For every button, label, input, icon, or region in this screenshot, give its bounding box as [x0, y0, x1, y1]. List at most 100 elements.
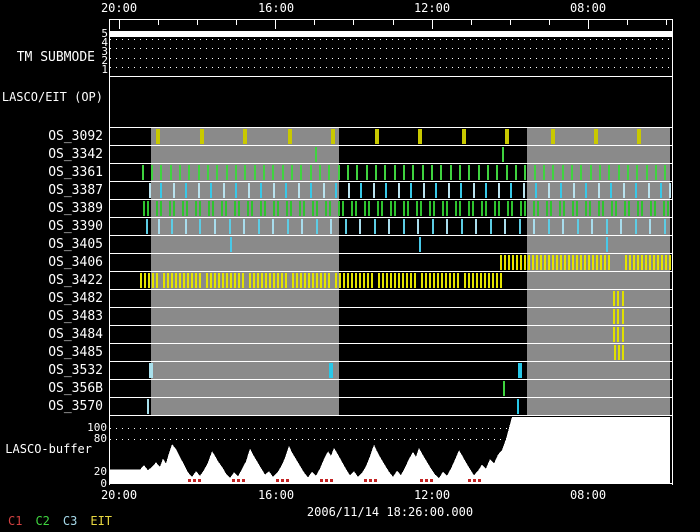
event-tick — [510, 183, 512, 198]
event-tick — [390, 273, 392, 288]
event-tick — [618, 345, 620, 360]
event-tick — [263, 165, 265, 180]
event-tick — [249, 273, 251, 288]
event-tick — [277, 201, 279, 216]
event-tick — [611, 201, 613, 216]
axis-minor-tick — [197, 20, 199, 25]
event-tick — [198, 183, 200, 198]
event-tick — [285, 273, 287, 288]
os-row-label: OS_3482 — [48, 291, 103, 306]
event-tick — [472, 201, 474, 216]
event-tick — [403, 165, 405, 180]
event-tick — [421, 273, 423, 288]
event-tick — [328, 165, 330, 180]
event-tick — [446, 201, 448, 216]
event-tick — [301, 219, 303, 234]
event-tick — [325, 201, 327, 216]
axis-minor-tick — [627, 20, 629, 25]
event-tick — [550, 201, 552, 216]
os-row — [110, 164, 672, 182]
event-tick — [375, 129, 379, 144]
event-tick — [645, 255, 647, 270]
event-tick — [351, 201, 353, 216]
event-tick — [298, 183, 300, 198]
gray-band — [151, 290, 339, 307]
c1-red-mark — [188, 479, 191, 482]
event-tick — [351, 273, 353, 288]
gray-band — [151, 200, 339, 217]
event-tick — [442, 201, 444, 216]
buffer-ytick-label: 0 — [100, 477, 107, 490]
os-row-label: OS_356B — [48, 381, 103, 396]
event-tick — [388, 219, 390, 234]
event-tick — [158, 219, 160, 234]
axis-minor-tick — [353, 20, 355, 25]
axis-minor-tick — [392, 20, 394, 25]
event-tick — [223, 183, 225, 198]
event-tick — [629, 255, 631, 270]
event-tick — [622, 327, 624, 342]
event-tick — [151, 165, 153, 180]
event-tick — [461, 219, 463, 234]
gray-band — [151, 254, 339, 271]
event-tick — [589, 201, 591, 216]
event-tick — [496, 273, 498, 288]
os-row-label: OS_3570 — [48, 399, 103, 414]
event-tick — [191, 273, 193, 288]
event-tick — [517, 399, 519, 414]
event-tick — [398, 273, 400, 288]
event-tick — [291, 165, 293, 180]
event-tick — [386, 273, 388, 288]
event-tick — [382, 273, 384, 288]
event-tick — [160, 165, 162, 180]
event-tick — [577, 219, 579, 234]
event-tick — [238, 273, 240, 288]
event-tick — [330, 219, 332, 234]
os-row-label: OS_3361 — [48, 165, 103, 180]
event-tick — [450, 165, 452, 180]
event-tick — [390, 201, 392, 216]
tm-submode-value-bar — [110, 31, 672, 37]
axis-minor-tick — [314, 20, 316, 25]
event-tick — [371, 273, 373, 288]
os-row — [110, 236, 672, 254]
buffer-grid-dotted-line — [110, 428, 672, 429]
event-tick — [230, 237, 232, 252]
event-tick — [637, 255, 639, 270]
event-tick — [148, 273, 150, 288]
event-tick — [520, 255, 522, 270]
event-tick — [394, 201, 396, 216]
event-tick — [484, 273, 486, 288]
event-tick — [425, 273, 427, 288]
os-row-label: OS_3387 — [48, 183, 103, 198]
event-tick — [142, 165, 144, 180]
event-tick — [251, 201, 253, 216]
event-tick — [617, 291, 619, 306]
event-tick — [533, 201, 535, 216]
event-tick — [292, 273, 294, 288]
event-tick — [198, 165, 200, 180]
event-tick — [664, 219, 666, 234]
event-tick — [199, 273, 201, 288]
buffer-grid-dotted-line — [110, 439, 672, 440]
event-tick — [511, 201, 513, 216]
event-tick — [381, 201, 383, 216]
event-tick — [167, 273, 169, 288]
lasco-eit-op-label: LASCO/EIT (OP) — [1, 90, 103, 104]
event-tick — [247, 201, 249, 216]
event-tick — [149, 183, 151, 198]
event-tick — [208, 201, 210, 216]
event-tick — [182, 201, 184, 216]
event-tick — [496, 165, 498, 180]
os-row — [110, 272, 672, 290]
event-tick — [580, 165, 582, 180]
event-tick — [299, 201, 301, 216]
event-tick — [500, 255, 502, 270]
event-tick — [312, 201, 314, 216]
event-tick — [367, 273, 369, 288]
time-label-bottom: 16:00 — [257, 488, 295, 502]
event-tick — [187, 273, 189, 288]
os-row-label: OS_3342 — [48, 147, 103, 162]
event-tick — [516, 255, 518, 270]
event-tick — [628, 201, 630, 216]
